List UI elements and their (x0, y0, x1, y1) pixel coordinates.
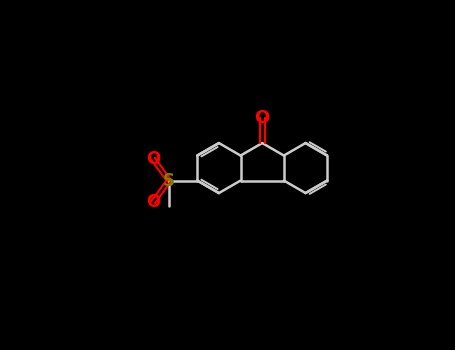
Text: O: O (146, 193, 160, 211)
Text: S: S (163, 172, 175, 190)
Text: O: O (255, 109, 270, 127)
Text: O: O (146, 150, 160, 168)
